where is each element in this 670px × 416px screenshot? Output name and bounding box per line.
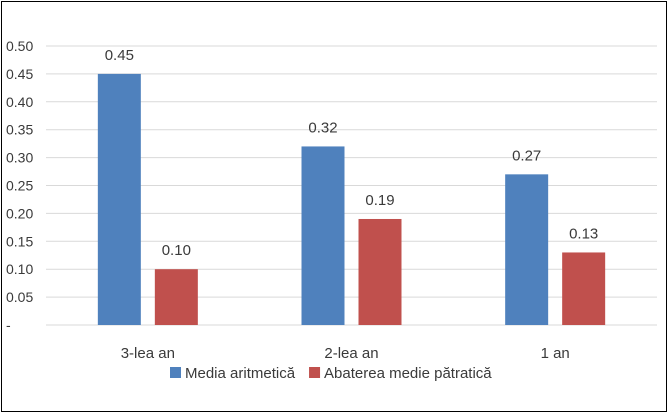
x-tick-label: 2-lea an	[324, 345, 378, 362]
data-label: 0.45	[105, 47, 134, 64]
legend-swatch	[309, 367, 321, 378]
data-label: 0.27	[512, 147, 541, 164]
bar	[154, 269, 198, 325]
legend: Media aritmetică Abaterea medie pătratică	[170, 365, 492, 382]
data-label: 0.32	[308, 119, 337, 136]
bar	[301, 146, 345, 325]
data-label: 0.19	[365, 192, 394, 209]
bar	[505, 174, 549, 325]
y-tick-label: 0.40	[6, 94, 33, 110]
bar	[562, 252, 606, 325]
y-axis-tick-labels: - 0.05 0.10 0.15 0.20 0.25 0.30 0.35 0.40 0.45 0.5…	[6, 38, 33, 333]
y-tick-label: 0.30	[6, 150, 33, 166]
y-tick-label: 0.15	[6, 233, 33, 249]
data-label: 0.10	[162, 242, 191, 259]
bar-chart: - 0.05 0.10 0.15 0.20 0.25 0.30 0.35 0.40 0.45 0.5…	[6, 38, 657, 382]
x-tick-label: 3-lea an	[121, 345, 175, 362]
y-tick-label: 0.20	[6, 205, 33, 221]
y-tick-label: -	[6, 317, 11, 333]
y-tick-label: 0.35	[6, 122, 33, 138]
gridlines	[46, 45, 657, 326]
y-tick-label: 0.05	[6, 289, 33, 305]
x-axis-category-labels: 3-lea an 2-lea an 1 an	[121, 345, 570, 362]
y-tick-label: 0.25	[6, 178, 33, 194]
x-tick-label: 1 an	[541, 345, 570, 362]
bars	[97, 73, 606, 326]
legend-label: Abaterea medie pătratică	[324, 365, 492, 382]
bar	[97, 73, 141, 326]
legend-swatch	[170, 367, 181, 378]
data-label: 0.13	[569, 225, 598, 242]
bar	[358, 218, 402, 325]
y-tick-label: 0.50	[6, 38, 33, 54]
y-tick-label: 0.10	[6, 261, 33, 277]
y-tick-label: 0.45	[6, 66, 33, 82]
legend-label: Media aritmetică	[185, 365, 296, 382]
data-labels: 0.45 0.10 0.32 0.19 0.27 0.13	[105, 47, 599, 259]
